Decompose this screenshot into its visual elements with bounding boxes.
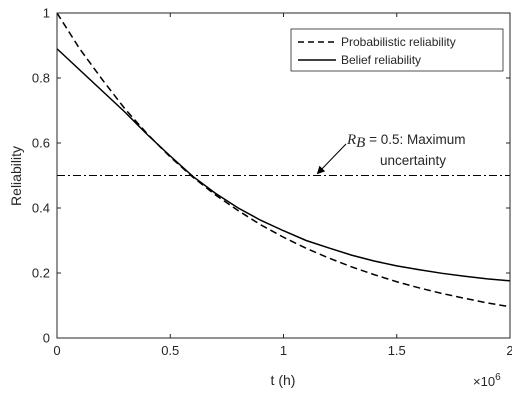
x-tick-label: 1: [280, 343, 287, 358]
legend: Probabilistic reliability Belief reliabi…: [290, 28, 504, 72]
legend-box: [290, 28, 504, 72]
y-tick-label: 0.2: [32, 266, 50, 281]
x-axis-exponent-power: 6: [495, 372, 501, 383]
y-tick-label: 1: [43, 6, 50, 21]
annotation-text-1: = 0.5: Maximum: [365, 132, 465, 147]
legend-label-probabilistic: Probabilistic reliability: [341, 35, 456, 49]
x-axis-label: t (h): [271, 372, 296, 388]
annotation-math-sub: B: [356, 135, 365, 151]
x-tick-label: 1.5: [388, 343, 406, 358]
annotation-line1: RB = 0.5: Maximum: [346, 132, 466, 151]
series-layer: [56, 12, 511, 308]
x-tick-label: 2: [506, 343, 512, 358]
x-tick-label: 0.5: [161, 343, 179, 358]
x-axis-exponent: ×106: [473, 372, 501, 389]
series-line-probabilistic: [56, 12, 511, 308]
y-tick-label: 0.8: [32, 71, 50, 86]
y-tick-label: 0: [43, 331, 50, 346]
annotation: RB = 0.5: Maximum uncertainty: [316, 132, 466, 175]
series-line-belief: [56, 48, 511, 282]
y-tick-label: 0.6: [32, 136, 50, 151]
annotation-math: R: [346, 132, 356, 148]
tick-layer: 0 0.5 1 1.5 2 0 0.2 0.4 0.6 0.8 1: [32, 6, 512, 359]
x-axis-exponent-base: ×10: [473, 374, 495, 389]
legend-label-belief: Belief reliability: [341, 53, 421, 67]
y-axis-label: Reliability: [8, 146, 24, 206]
annotation-arrow: [316, 143, 347, 175]
annotation-line2: uncertainty: [380, 153, 446, 168]
y-tick-label: 0.4: [32, 201, 50, 216]
x-tick-label: 0: [53, 343, 60, 358]
